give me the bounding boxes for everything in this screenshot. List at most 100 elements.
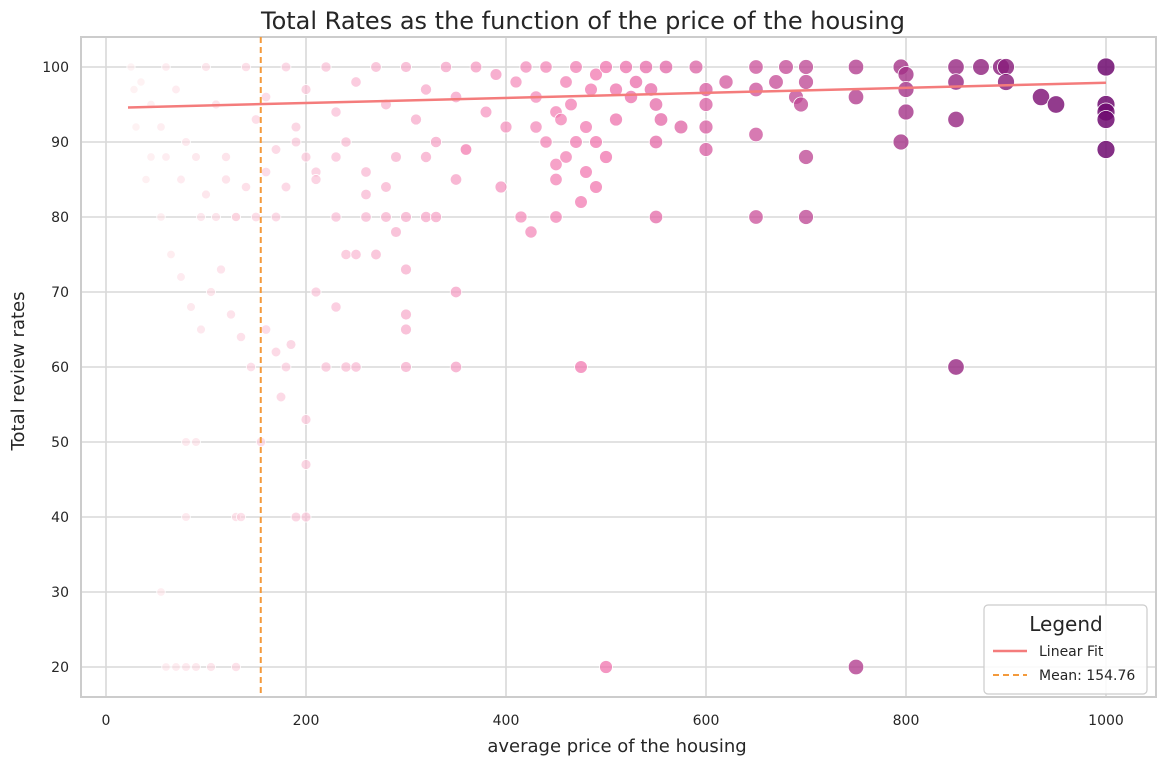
scatter-point [947, 58, 965, 76]
scatter-point [698, 119, 714, 135]
scatter-point [549, 210, 563, 224]
scatter-point [330, 106, 342, 118]
scatter-point [340, 248, 352, 261]
scatter-point [549, 172, 563, 187]
scatter-point [225, 309, 237, 320]
scatter-point [429, 210, 443, 224]
scatter-point [449, 90, 463, 104]
scatter-point [250, 211, 262, 223]
y-tick-label: 20 [51, 660, 69, 676]
scatter-point [589, 180, 603, 194]
scatter-point [235, 511, 247, 523]
scatter-point [529, 120, 543, 134]
legend-title: Legend [1029, 612, 1102, 636]
scatter-point [230, 661, 242, 673]
scatter-point [156, 587, 166, 597]
scatter-point [181, 662, 191, 672]
scatter-point [569, 60, 583, 74]
scatter-point [330, 151, 342, 163]
scatter-point [270, 144, 282, 155]
scatter-point [768, 74, 784, 90]
scatter-point [698, 142, 714, 157]
scatter-point [400, 263, 412, 276]
scatter-point [320, 61, 332, 73]
scatter-point [275, 391, 287, 403]
scatter-point [220, 151, 231, 162]
scatter-point [216, 264, 226, 275]
scatter-point [972, 58, 990, 76]
scatter-point [997, 58, 1015, 76]
scatter-point [310, 174, 322, 185]
scatter-point [240, 181, 252, 193]
scatter-point [947, 358, 965, 376]
scatter-point [350, 76, 362, 88]
scatter-point [748, 126, 764, 143]
scatter-point [176, 272, 186, 282]
scatter-point [400, 323, 412, 336]
scatter-point [370, 61, 382, 73]
x-tick-label: 800 [893, 713, 920, 729]
scatter-point [748, 81, 764, 98]
scatter-point [449, 173, 463, 186]
x-tick-label: 400 [493, 713, 520, 729]
scatter-point [410, 113, 422, 126]
scatter-point [509, 75, 523, 89]
scatter-point [688, 59, 704, 75]
scatter-point [549, 157, 563, 172]
scatter-point [653, 112, 669, 127]
scatter-point [340, 136, 352, 148]
scatter-point [514, 210, 528, 224]
scatter-point [370, 248, 382, 261]
scatter-point [1096, 110, 1116, 129]
x-tick-label: 600 [693, 713, 720, 729]
scatter-point [290, 121, 302, 133]
scatter-point [156, 212, 166, 222]
scatter-point [847, 658, 865, 676]
scatter-point [350, 361, 362, 373]
scatter-point [748, 59, 764, 75]
scatter-point [589, 67, 603, 82]
scatter-point [280, 61, 292, 73]
scatter-point [798, 59, 814, 75]
scatter-point [201, 62, 211, 72]
scatter-point [400, 211, 412, 223]
scatter-point [196, 324, 206, 335]
scatter-point [400, 308, 412, 321]
y-tick-label: 50 [51, 435, 69, 451]
scatter-point [584, 82, 598, 97]
scatter-point [539, 135, 553, 149]
scatter-point [643, 82, 659, 97]
scatter-point [250, 114, 262, 125]
scatter-point [240, 61, 252, 73]
scatter-point [400, 361, 412, 373]
scatter-point [579, 120, 593, 134]
scatter-point [191, 662, 201, 672]
axes-frame [80, 36, 1157, 698]
scatter-point [330, 301, 342, 313]
scatter-point [340, 361, 352, 373]
scatter-point [489, 68, 503, 81]
legend-box [983, 604, 1148, 695]
scatter-point [260, 324, 272, 335]
x-axis-label: average price of the housing [487, 736, 746, 757]
scatter-point [206, 287, 216, 297]
scatter-point [211, 212, 221, 222]
scatter-point [129, 84, 139, 95]
scatter-point [235, 331, 247, 343]
scatter-point [206, 662, 216, 672]
scatter-point [400, 61, 412, 73]
scatter-point [449, 360, 463, 374]
scatter-point [230, 211, 242, 223]
scatter-point [161, 662, 171, 672]
scatter-point [161, 62, 171, 72]
scatter-point [350, 248, 362, 261]
scatter-point [623, 89, 639, 105]
scatter-point [628, 74, 644, 90]
scatter-point [798, 74, 814, 90]
scatter-point [599, 150, 613, 164]
scatter-point [897, 103, 915, 121]
scatter-point [270, 211, 282, 223]
scatter-point [648, 134, 664, 150]
scatter-point [539, 60, 553, 74]
